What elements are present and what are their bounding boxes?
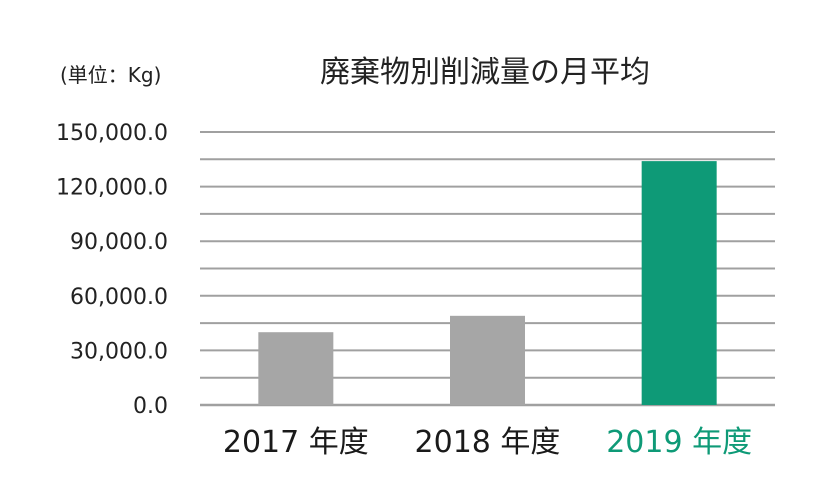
- bar: [641, 161, 717, 405]
- bar: [450, 315, 525, 405]
- bar: [258, 332, 334, 405]
- y-tick-label: 90,000.0: [70, 230, 168, 255]
- unit-label: (単位：Kg): [60, 63, 161, 87]
- x-axis-ticks: 2017 年度 2018 年度 2019 年度: [223, 425, 752, 460]
- y-tick-label: 120,000.0: [56, 176, 168, 201]
- y-tick-label: 150,000.0: [56, 121, 168, 146]
- x-tick-label: 2017 年度: [223, 425, 369, 460]
- x-tick-label: 2018 年度: [415, 425, 561, 460]
- x-tick-label: 2019 年度: [606, 425, 752, 460]
- bars: [258, 161, 717, 405]
- y-axis-ticks: 0.0 30,000.0 60,000.0 90,000.0 120,000.0 150,…: [56, 121, 168, 419]
- y-tick-label: 60,000.0: [70, 285, 168, 310]
- y-tick-label: 30,000.0: [70, 339, 168, 364]
- chart-title: 廃棄物別削減量の月平均: [320, 55, 650, 90]
- y-tick-label: 0.0: [133, 394, 168, 419]
